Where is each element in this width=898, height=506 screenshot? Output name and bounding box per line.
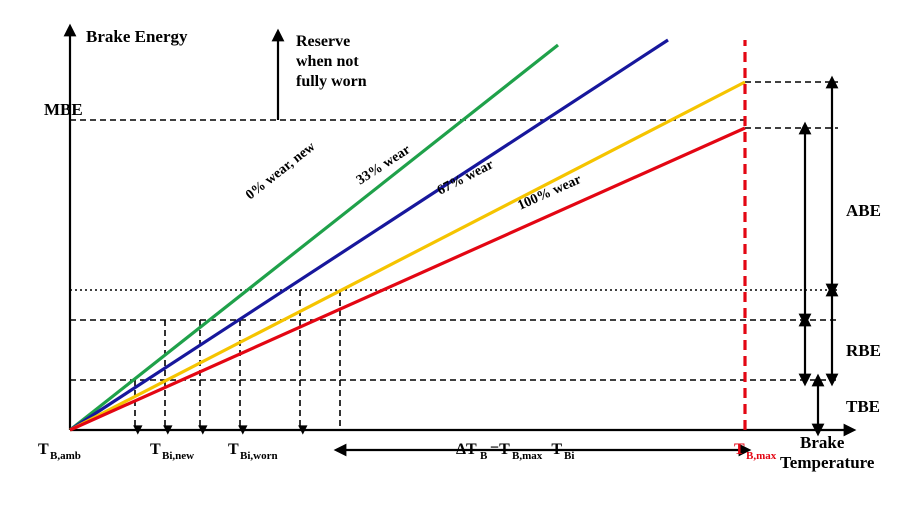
reserve-text-1: Reserve [296, 33, 350, 50]
x-axis-label-line2: Temperature [780, 453, 875, 472]
svg-text:B,max: B,max [512, 450, 543, 462]
series-line-s33 [70, 40, 668, 430]
svg-text:B: B [480, 450, 488, 462]
svg-text:Bi,worn: Bi,worn [240, 450, 278, 462]
svg-text:B,max: B,max [746, 450, 777, 462]
rbe-label: RBE [846, 341, 881, 360]
svg-text:B,amb: B,amb [50, 450, 81, 462]
x-tick-amb: T B,amb [38, 441, 81, 462]
abe-label: ABE [846, 201, 881, 220]
x-axis-label-line1: Brake [800, 433, 845, 452]
svg-text:=T: =T [490, 441, 510, 458]
series-label-s67: 67% wear [435, 157, 496, 198]
mbe-label: MBE [44, 100, 83, 119]
svg-text:ΔT: ΔT [456, 441, 477, 458]
series-line-s67 [70, 82, 745, 430]
svg-text:-T: -T [546, 441, 562, 458]
tbe-label: TBE [846, 397, 880, 416]
svg-text:T: T [38, 441, 49, 458]
svg-text:Bi: Bi [564, 450, 574, 462]
svg-text:Bi,new: Bi,new [162, 450, 194, 462]
y-axis-label: Brake Energy [86, 27, 188, 46]
x-tick-worn: T Bi,worn [228, 441, 278, 462]
series-label-s0: 0% wear, new [243, 139, 319, 203]
reserve-text-3: fully worn [296, 73, 367, 90]
series-line-s100 [70, 128, 745, 430]
series-group [70, 40, 745, 430]
delta-t-label: ΔT B =T B,max -T Bi [456, 441, 574, 462]
reserve-text-2: when not [296, 53, 359, 70]
brake-energy-diagram: Brake Energy Brake Temperature MBE Reser… [0, 0, 898, 506]
x-tick-max: T B,max [734, 441, 777, 462]
svg-text:T: T [150, 441, 161, 458]
x-tick-new: T Bi,new [150, 441, 194, 462]
svg-text:T: T [228, 441, 239, 458]
series-line-s0 [70, 45, 558, 430]
svg-text:T: T [734, 441, 745, 458]
series-labels: 0% wear, new33% wear67% wear100% wear [243, 139, 584, 214]
series-label-s100: 100% wear [516, 172, 584, 213]
